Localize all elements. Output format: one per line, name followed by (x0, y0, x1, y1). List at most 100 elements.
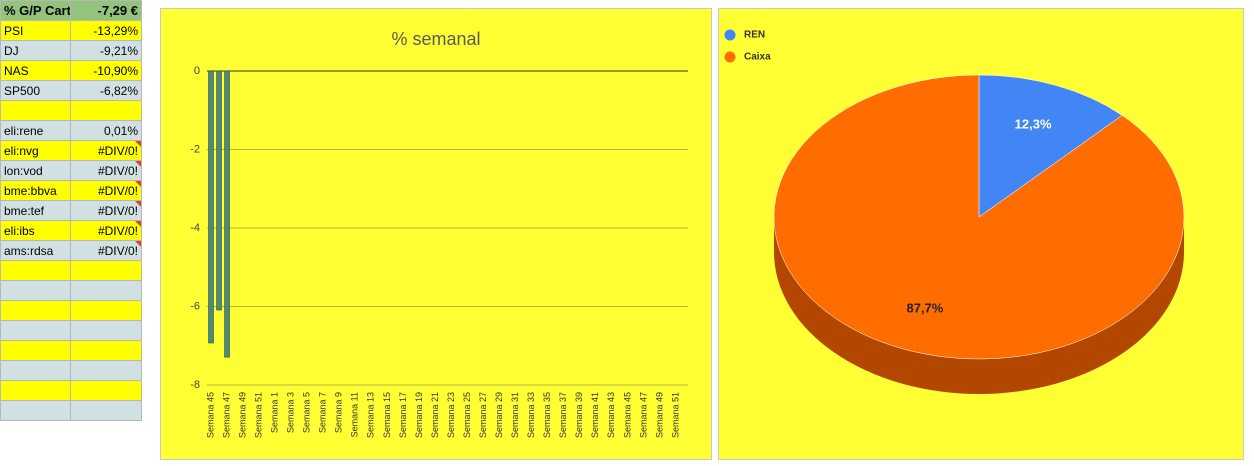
cell[interactable] (0, 320, 71, 341)
cell[interactable]: #DIV/0! (70, 140, 142, 161)
y-tick-label: -2 (190, 143, 200, 155)
legend-label: Caixa (744, 52, 771, 63)
bar (208, 70, 214, 344)
row: DJ -9,21% (0, 40, 142, 61)
bar-chart: % semanal 0 -2 -4 -6 -8 Semana 45 Semana 47 Sem… (160, 8, 712, 460)
cell[interactable] (0, 400, 71, 421)
bar (216, 70, 222, 311)
x-tick-label: Semana 47 (638, 392, 648, 438)
pie-slice (773, 74, 1185, 360)
cell[interactable] (0, 300, 71, 321)
row: PSI -13,29% (0, 20, 142, 41)
cell[interactable] (70, 260, 142, 281)
x-tick-label: Semana 27 (478, 392, 488, 438)
cell[interactable] (70, 380, 142, 401)
row (0, 260, 142, 281)
row: bme:tef #DIV/0! (0, 200, 142, 221)
x-tick-label: Semana 45 (205, 392, 215, 438)
cell[interactable] (70, 320, 142, 341)
x-tick-label: Semana 13 (366, 392, 376, 438)
row (0, 360, 142, 381)
cell[interactable] (70, 360, 142, 381)
cell[interactable]: 0,01% (70, 120, 142, 141)
row (0, 320, 142, 341)
x-tick-label: Semana 3 (286, 392, 296, 433)
row: bme:bbva #DIV/0! (0, 180, 142, 201)
row (0, 300, 142, 321)
cell[interactable] (0, 260, 71, 281)
row (0, 100, 142, 121)
row: eli:nvg #DIV/0! (0, 140, 142, 161)
x-tick-label: Semana 21 (430, 392, 440, 438)
x-tick-label: Semana 41 (590, 392, 600, 438)
cell[interactable] (70, 300, 142, 321)
cell[interactable]: #DIV/0! (70, 160, 142, 181)
x-tick-label: Semana 25 (462, 392, 472, 438)
cell[interactable] (0, 380, 71, 401)
cell[interactable]: eli:ibs (0, 220, 71, 241)
cell[interactable] (70, 340, 142, 361)
x-tick-label: Semana 23 (446, 392, 456, 438)
x-tick-label: Semana 49 (654, 392, 664, 438)
x-tick-label: Semana 43 (606, 392, 616, 438)
chart-background (160, 8, 712, 460)
x-tick-label: Semana 49 (237, 392, 247, 438)
cell[interactable] (70, 100, 142, 121)
x-tick-label: Semana 45 (622, 392, 632, 438)
cell[interactable]: lon:vod (0, 160, 71, 181)
cell[interactable]: PSI (0, 20, 71, 41)
cell[interactable]: -10,90% (70, 60, 142, 81)
bar (224, 70, 230, 358)
x-tick-label: Semana 15 (382, 392, 392, 438)
cell[interactable]: NAS (0, 60, 71, 81)
x-tick-label: Semana 33 (526, 392, 536, 438)
x-tick-label: Semana 39 (574, 392, 584, 438)
y-tick-label: -6 (190, 300, 200, 312)
x-tick-label: Semana 11 (350, 392, 360, 437)
cell[interactable] (0, 360, 71, 381)
cell[interactable]: eli:nvg (0, 140, 71, 161)
x-tick-label: Semana 29 (494, 392, 504, 438)
cell[interactable]: % G/P Cart (0, 0, 71, 21)
cell[interactable] (0, 340, 71, 361)
cell[interactable]: -13,29% (70, 20, 142, 41)
x-tick-label: Semana 19 (414, 392, 424, 438)
cell[interactable]: #DIV/0! (70, 240, 142, 261)
legend-swatch (724, 29, 736, 41)
cell[interactable]: DJ (0, 40, 71, 61)
cell[interactable]: SP500 (0, 80, 71, 101)
y-tick-label: -8 (190, 379, 200, 391)
cell[interactable] (0, 280, 71, 301)
x-tick-label: Semana 47 (221, 392, 231, 438)
cell[interactable]: -9,21% (70, 40, 142, 61)
data-label: 12,3% (1015, 116, 1052, 131)
y-tick-label: -4 (190, 222, 200, 234)
x-tick-label: Semana 9 (334, 392, 344, 433)
x-tick-label: Semana 51 (670, 392, 680, 438)
pie-chart: REN Caixa 12,3% 87,7% (718, 8, 1244, 460)
data-label: 87,7% (906, 301, 943, 316)
row: lon:vod #DIV/0! (0, 160, 142, 181)
x-tick-label: Semana 5 (302, 392, 312, 433)
row (0, 280, 142, 301)
x-tick-label: Semana 37 (558, 392, 568, 438)
row: NAS -10,90% (0, 60, 142, 81)
cell[interactable] (70, 400, 142, 421)
x-tick-label: Semana 17 (398, 392, 408, 438)
cell[interactable]: bme:tef (0, 200, 71, 221)
cell[interactable]: eli:rene (0, 120, 71, 141)
cell[interactable]: #DIV/0! (70, 220, 142, 241)
cell[interactable] (70, 280, 142, 301)
row: eli:rene 0,01% (0, 120, 142, 141)
cell[interactable] (0, 100, 71, 121)
legend-swatch (724, 51, 736, 63)
cell[interactable]: #DIV/0! (70, 180, 142, 201)
cell[interactable]: -6,82% (70, 80, 142, 101)
sheet: % G/P Cart -7,29 € PSI -13,29% DJ -9,21% NA… (0, 0, 142, 421)
cell[interactable]: ams:rdsa (0, 240, 71, 261)
cell[interactable]: bme:bbva (0, 180, 71, 201)
y-tick-label: 0 (194, 65, 200, 77)
cell[interactable]: -7,29 € (70, 0, 142, 21)
cell[interactable]: #DIV/0! (70, 200, 142, 221)
row (0, 380, 142, 401)
